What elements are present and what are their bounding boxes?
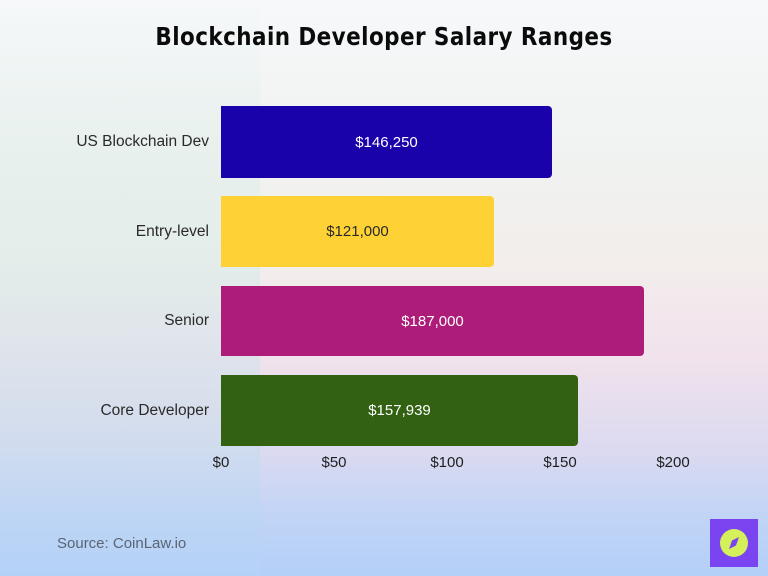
bar-row-senior: Senior $187,000 [0, 286, 768, 356]
compass-icon [720, 529, 748, 557]
bar-core-developer: $157,939 [221, 375, 578, 446]
bar-value-label: $157,939 [368, 402, 431, 419]
x-tick-label: $100 [430, 454, 464, 471]
chart-title: Blockchain Developer Salary Ranges [155, 22, 613, 51]
brand-logo [710, 519, 758, 567]
bar-row-us-blockchain-dev: US Blockchain Dev $146,250 [0, 106, 768, 178]
bar-entry-level: $121,000 [221, 196, 494, 267]
bar-row-core-developer: Core Developer $157,939 [0, 375, 768, 446]
x-tick-label: $150 [543, 454, 577, 471]
category-label: Entry-level [135, 222, 209, 240]
bar-value-label: $146,250 [355, 133, 418, 151]
bar-senior: $187,000 [221, 286, 644, 356]
x-tick-label: $200 [656, 454, 690, 471]
bar-value-label: $187,000 [401, 312, 464, 330]
x-tick-label: $0 [212, 454, 230, 471]
bar-row-entry-level: Entry-level $121,000 [0, 196, 768, 267]
category-label: Senior [164, 312, 209, 329]
x-tick-label: $50 [321, 454, 347, 471]
bar-value-label: $121,000 [326, 223, 389, 240]
category-label: Core Developer [100, 401, 209, 419]
source-note: Source: CoinLaw.io [57, 535, 187, 552]
category-label: US Blockchain Dev [76, 133, 209, 150]
bar-us-blockchain-dev: $146,250 [221, 106, 552, 178]
